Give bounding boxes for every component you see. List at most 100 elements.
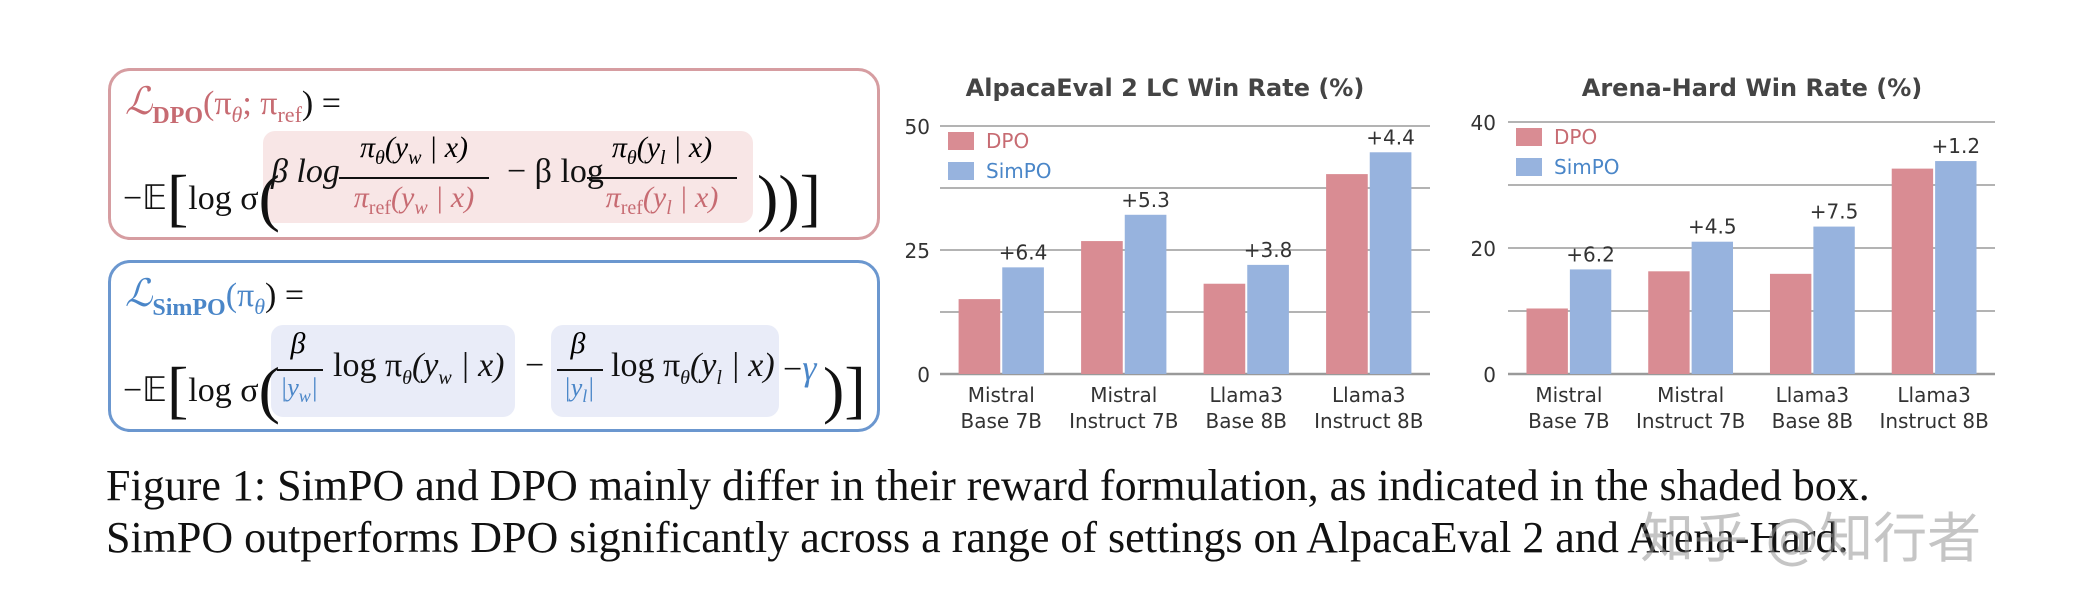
simpo-shade-1 xyxy=(271,325,515,417)
paren-open: ( xyxy=(258,162,280,233)
expectation-symbol: −𝔼 xyxy=(123,180,167,217)
bar-simpo-3 xyxy=(1369,152,1412,374)
x-tick-label: Instruct 8B xyxy=(1879,409,1988,433)
bar-dpo-2 xyxy=(1769,273,1812,374)
dpo-lhs-theta: θ xyxy=(231,102,243,127)
caption-line-1: Figure 1: SimPO and DPO mainly differ in… xyxy=(106,461,1870,510)
log-sigma: log σ xyxy=(188,372,259,409)
simpo-shade-2 xyxy=(551,325,779,417)
x-tick-label: Llama3 xyxy=(1897,383,1970,407)
dpo-minus-beta-log: − β log xyxy=(507,153,604,190)
x-tick-label: Mistral xyxy=(1090,383,1157,407)
simpo-lhs-close: ) = xyxy=(265,277,305,314)
y-tick-label: 25 xyxy=(905,239,930,263)
delta-label: +4.4 xyxy=(1366,125,1415,149)
bar-charts: AlpacaEval 2 LC Win Rate (%) 0 25 50 +6.4 Mis… xyxy=(905,74,1995,433)
expectation-symbol: −𝔼 xyxy=(123,372,167,409)
bar-dpo-0 xyxy=(958,299,1001,374)
dpo-formula-box: ℒDPO(πθ; πref) = −𝔼[log σ( β log πθ(yw |… xyxy=(108,68,880,240)
caption-line-2: SimPO outperforms DPO significantly acro… xyxy=(106,513,1849,562)
delta-label: +4.5 xyxy=(1688,215,1737,239)
x-tick-label: Base 8B xyxy=(1772,409,1854,433)
bar-simpo-0 xyxy=(1002,267,1044,374)
dpo-num-1: πθ(yw | x) xyxy=(359,131,469,169)
dpo-loss-subscript: DPO xyxy=(152,103,204,129)
simpo-fracbar-1 xyxy=(277,369,323,371)
simpo-body-prefix: −𝔼[log σ( xyxy=(123,343,280,425)
bracket-open: [ xyxy=(166,162,189,233)
legend-label-dpo: DPO xyxy=(986,129,1029,153)
legend-swatch-dpo xyxy=(1516,128,1542,146)
x-tick-label: Llama3 xyxy=(1332,383,1405,407)
x-tick-label: Mistral xyxy=(1657,383,1724,407)
x-tick-label: Mistral xyxy=(1535,383,1602,407)
delta-label: +3.8 xyxy=(1244,238,1293,262)
legend-swatch-simpo xyxy=(948,162,974,180)
simpo-den-w: |yw| xyxy=(280,373,318,407)
bar-dpo-3 xyxy=(1891,168,1934,374)
paren-open: ( xyxy=(258,354,280,425)
dpo-den-1: πref(yw | x) xyxy=(353,181,475,219)
simpo-beta-2: β xyxy=(570,327,586,360)
x-tick-label: Base 8B xyxy=(1205,409,1287,433)
dpo-fracbar-2 xyxy=(587,177,737,179)
simpo-formula-box: ℒSimPO(πθ) = −𝔼[log σ( β |yw| log πθ(yw … xyxy=(108,260,880,432)
bar-dpo-0 xyxy=(1526,308,1568,374)
simpo-loss-symbol: ℒ xyxy=(125,273,153,315)
bar-simpo-3 xyxy=(1935,161,1977,374)
dpo-beta-log-1: β log xyxy=(271,153,340,190)
bar-dpo-1 xyxy=(1648,271,1690,374)
x-tick-label: Base 7B xyxy=(1528,409,1610,433)
delta-label: +7.5 xyxy=(1810,200,1859,224)
dpo-close-parens: ))] xyxy=(757,162,821,233)
watermark: 知乎 @知行者 xyxy=(1640,507,1982,570)
bar-dpo-1 xyxy=(1081,241,1123,374)
delta-label: +6.2 xyxy=(1566,242,1615,266)
y-tick-label: 40 xyxy=(1471,111,1496,135)
simpo-lhs: ℒSimPO(πθ) = xyxy=(125,271,305,321)
legend-swatch-simpo xyxy=(1516,158,1542,176)
simpo-lhs-open: (π xyxy=(225,277,255,314)
dpo-lhs-semi: ; π xyxy=(242,85,278,122)
simpo-minus: − xyxy=(525,347,545,384)
dpo-fracbar-1 xyxy=(339,177,489,179)
figure-caption: Figure 1: SimPO and DPO mainly differ in… xyxy=(106,460,2026,564)
chart-title: AlpacaEval 2 LC Win Rate (%) xyxy=(966,74,1365,102)
dpo-den-2: πref(yl | x) xyxy=(605,181,719,219)
delta-label: +6.4 xyxy=(999,240,1048,264)
x-tick-label: Instruct 8B xyxy=(1314,409,1423,433)
bar-simpo-2 xyxy=(1247,264,1289,374)
dpo-lhs-open: (π xyxy=(203,85,232,122)
bar-dpo-2 xyxy=(1203,283,1246,374)
x-tick-label: Instruct 7B xyxy=(1636,409,1745,433)
bar-simpo-1 xyxy=(1691,241,1734,374)
y-tick-label: 50 xyxy=(905,115,930,139)
y-tick-label: 0 xyxy=(917,363,930,387)
simpo-fracbar-2 xyxy=(557,369,603,371)
dpo-loss-symbol: ℒ xyxy=(125,81,153,123)
legend-label-dpo: DPO xyxy=(1554,125,1597,149)
legend-label-simpo: SimPO xyxy=(986,159,1052,183)
simpo-logpi-w: log πθ(yw | x) xyxy=(333,347,505,389)
delta-label: +5.3 xyxy=(1121,188,1170,212)
simpo-logpi-l: log πθ(yl | x) xyxy=(611,347,775,389)
x-tick-label: Mistral xyxy=(968,383,1035,407)
dpo-body-prefix: −𝔼[log σ( xyxy=(123,151,280,233)
bar-simpo-1 xyxy=(1124,214,1167,374)
x-tick-label: Llama3 xyxy=(1776,383,1849,407)
x-tick-label: Base 7B xyxy=(960,409,1042,433)
log-sigma: log σ xyxy=(188,180,259,217)
dpo-lhs-close: ) = xyxy=(301,85,341,122)
simpo-den-l: |yl| xyxy=(563,373,595,407)
simpo-lhs-theta: θ xyxy=(254,294,266,319)
y-tick-label: 20 xyxy=(1471,237,1496,261)
dpo-lhs-ref: ref xyxy=(277,102,302,127)
legend-label-simpo: SimPO xyxy=(1554,155,1620,179)
dpo-lhs: ℒDPO(πθ; πref) = xyxy=(125,79,341,129)
simpo-beta-1: β xyxy=(290,327,306,360)
x-tick-label: Instruct 7B xyxy=(1069,409,1178,433)
gamma-margin: γ xyxy=(802,348,817,388)
legend-swatch-dpo xyxy=(948,132,974,150)
simpo-loss-subscript: SimPO xyxy=(152,295,226,321)
bracket-open: [ xyxy=(166,354,189,425)
